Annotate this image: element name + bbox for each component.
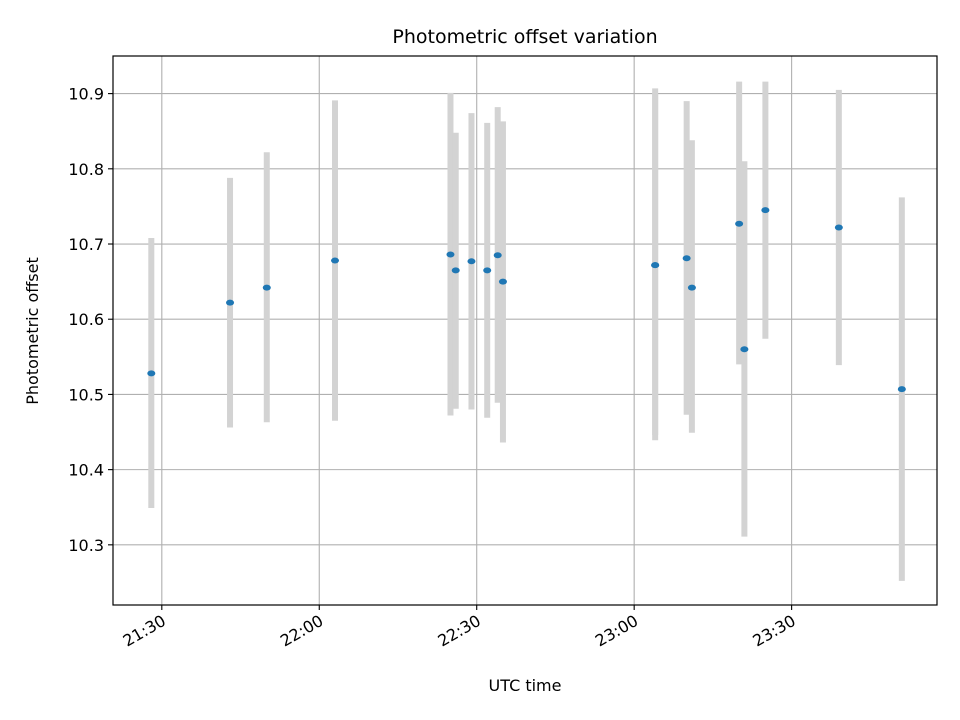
grid [113, 56, 937, 605]
y-tick-label: 10.8 [68, 160, 104, 179]
y-tick-label: 10.7 [68, 235, 104, 254]
x-axis-label: UTC time [489, 676, 562, 695]
data-point [262, 284, 271, 291]
data-point [761, 207, 770, 214]
y-tick-label: 10.9 [68, 85, 104, 104]
y-tick-label: 10.6 [68, 310, 104, 329]
data-point [493, 252, 502, 259]
data-point [897, 386, 906, 393]
data-point [147, 370, 156, 377]
data-point [498, 278, 507, 285]
data-point [331, 257, 340, 264]
y-axis-label: Photometric offset [23, 257, 42, 405]
data-point [467, 258, 476, 265]
data-point [483, 267, 492, 274]
data-point [740, 346, 749, 353]
data-point [735, 220, 744, 227]
axes-frame [112, 55, 938, 606]
data-point [682, 255, 691, 262]
data-point [226, 299, 235, 306]
y-axis-ticks: 10.3 10.4 10.5 10.6 10.7 10.8 10.9 [68, 85, 113, 555]
y-tick-label: 10.4 [68, 461, 104, 480]
data-point [687, 284, 696, 291]
y-tick-label: 10.3 [68, 536, 104, 555]
data-point [834, 224, 843, 231]
data-point [451, 267, 460, 274]
data-point [651, 262, 660, 269]
y-tick-label: 10.5 [68, 385, 104, 404]
chart-title: Photometric offset variation [392, 26, 657, 48]
data-points [147, 207, 906, 393]
data-point [446, 251, 455, 258]
